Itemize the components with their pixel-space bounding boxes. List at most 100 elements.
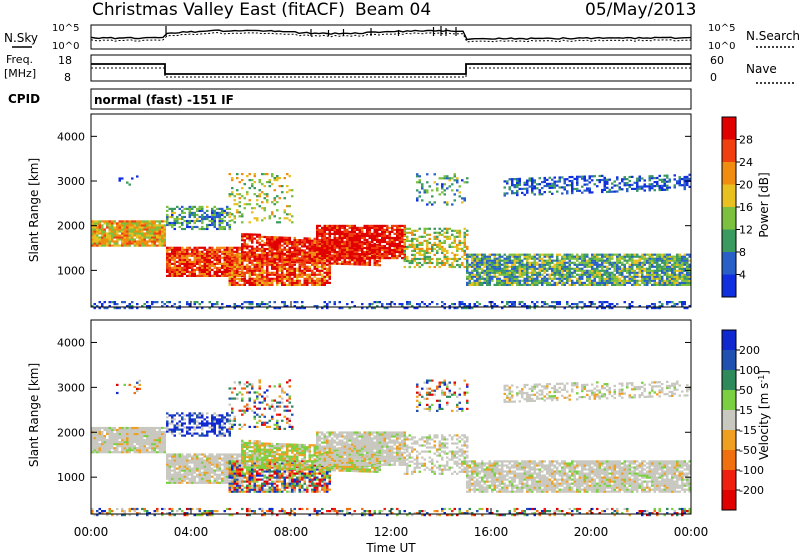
power-cell-1142 (261, 261, 264, 264)
power-cell-4222 (673, 281, 676, 284)
power-cell-4327 (506, 192, 509, 195)
power-cell-2908 (438, 245, 441, 248)
power-cell-3515 (538, 253, 541, 256)
power-cell-3930 (618, 267, 621, 270)
power-cell-172 (126, 238, 129, 241)
power-cell-3739 (583, 263, 586, 266)
power-cell-3913 (616, 271, 619, 274)
power-cell-128 (116, 230, 119, 233)
power-cell-121 (116, 244, 119, 247)
power-cell-2357 (358, 226, 361, 229)
power-cell-2710 (268, 181, 271, 184)
power-cell-4192 (666, 253, 669, 256)
power-cell-4727 (251, 301, 254, 304)
power-cell-3294 (498, 255, 501, 258)
power-cell-844 (188, 205, 191, 208)
power-cell-2721 (273, 197, 276, 200)
power-cell-1006 (236, 269, 239, 272)
power-cell-3332 (506, 261, 509, 264)
power-cell-2114 (318, 230, 321, 233)
power-cell-684 (223, 248, 226, 251)
power-cell-2704 (266, 193, 269, 196)
power-cell-4142 (658, 267, 661, 270)
power-cell-787 (166, 209, 169, 212)
power-cell-2143 (323, 234, 326, 237)
power-cell-665 (221, 264, 224, 267)
power-cell-3173 (478, 281, 481, 284)
power-cell-3150 (473, 263, 476, 266)
power-cell-2227 (338, 248, 341, 252)
power-cell-1063 (248, 279, 251, 282)
power-cell-4612 (678, 182, 681, 185)
power-cell-2881 (431, 247, 434, 250)
power-cell-3023 (466, 247, 469, 250)
power-cell-1345 (301, 275, 304, 278)
power-cell-4206 (668, 253, 671, 256)
power-cell-284 (148, 236, 151, 239)
power-cell-2738 (281, 185, 284, 188)
power-cell-3880 (608, 257, 611, 260)
power-cell-4632 (688, 177, 691, 180)
power-cell-498 (188, 260, 191, 263)
power-cell-4004 (633, 275, 636, 278)
power-cell-4604 (668, 178, 671, 181)
power-cell-578 (203, 256, 206, 259)
power-cell-894 (208, 219, 211, 223)
power-cell-566 (201, 252, 204, 255)
power-cell-1109 (256, 265, 259, 268)
power-cell-638 (216, 268, 219, 271)
power-cell-2868 (428, 261, 431, 265)
power-cell-2106 (318, 250, 321, 254)
power-cell-33 (96, 230, 99, 233)
power-cell-4272 (681, 269, 684, 272)
power-cell-2197 (333, 248, 336, 252)
power-cell-1643 (273, 258, 276, 261)
power-cell-952 (228, 225, 231, 229)
power-cell-28 (96, 240, 99, 243)
power-cell-4304 (686, 263, 689, 266)
power-cell-2387 (366, 242, 369, 246)
power-cell-4000 (633, 283, 636, 286)
power-cell-2885 (433, 253, 436, 256)
power-cell-766 (238, 246, 241, 249)
power-cell-475 (183, 252, 186, 255)
power-cell-2524 (391, 257, 394, 260)
power-cell-582 (203, 246, 206, 249)
power-cell-3205 (483, 265, 486, 268)
power-cell-1856 (321, 260, 324, 263)
power-cell-4078 (648, 281, 651, 284)
power-cell-316 (153, 224, 156, 227)
power-cell-61 (101, 224, 104, 227)
power-cell-1732 (293, 255, 296, 258)
power-cell-1171 (266, 261, 269, 264)
power-cell-2653 (243, 197, 246, 200)
power-cell-4434 (566, 184, 569, 187)
power-cell-30 (96, 236, 99, 239)
power-cell-2994 (458, 235, 461, 238)
power-cell-213 (133, 230, 136, 233)
power-cell-4916 (588, 305, 591, 308)
power-cell-1007 (236, 267, 239, 270)
power-cell-3301 (501, 269, 504, 272)
power-cell-1500 (241, 257, 244, 260)
power-cell-4601 (666, 174, 669, 177)
power-cell-2346 (358, 248, 361, 252)
power-cell-2862 (426, 243, 429, 246)
power-cell-1803 (308, 243, 311, 246)
power-cell-3873 (608, 275, 611, 278)
power-cell-469 (183, 264, 186, 267)
power-cell-2215 (336, 242, 339, 246)
power-cell-4726 (251, 303, 254, 306)
power-cell-3803 (596, 275, 599, 278)
power-cell-2147 (323, 226, 326, 229)
power-cell-2821 (416, 239, 419, 242)
power-cell-3143 (473, 281, 476, 284)
power-cell-4794 (391, 301, 394, 304)
power-cell-1658 (276, 246, 279, 249)
power-cell-4421 (558, 180, 561, 183)
power-cell-2655 (246, 203, 249, 206)
power-cell-188 (128, 232, 131, 235)
power-cell-4642 (103, 307, 106, 310)
power-cell-1742 (296, 261, 299, 264)
power-cell-4402 (548, 190, 551, 193)
